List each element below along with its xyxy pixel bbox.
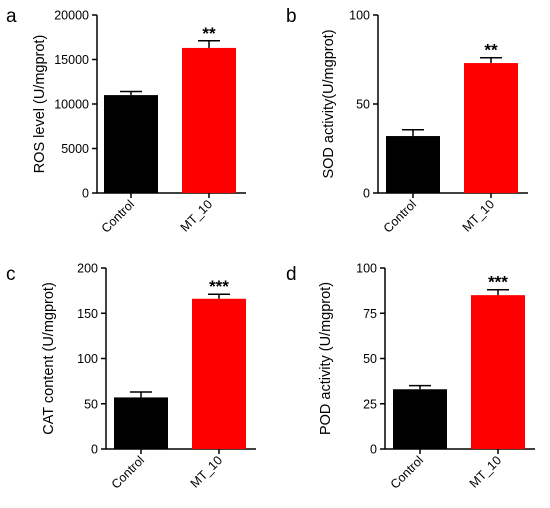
significance-marker: **	[484, 41, 498, 60]
significance-marker: **	[202, 24, 216, 43]
chart-panel-a: a 0 5000 10000 15000 20000 ROS level (U/mgprot…	[6, 6, 246, 236]
y-axis-title: POD activity (U/mgprot)	[318, 282, 334, 435]
y-tick-label: 0	[91, 443, 98, 457]
x-tick-label: MT_10	[178, 197, 215, 234]
y-tick-label: 100	[77, 352, 98, 366]
chart-panel-d: d 0 25 50 75 100 POD activity (U/mgprot) Contro…	[286, 262, 535, 492]
y-tick-label: 15000	[54, 53, 89, 67]
x-tick-label: Control	[381, 197, 419, 235]
panel-letter: d	[286, 264, 297, 285]
y-axis-title: CAT content (U/mgprot)	[41, 282, 57, 435]
chart-panel-c: c 0 50 100 150 200 CAT content (U/mgprot) Contr…	[6, 262, 256, 492]
y-tick-label: 20000	[54, 9, 89, 23]
x-tick-label: Control	[388, 453, 426, 491]
x-tick-label: MT_10	[188, 453, 225, 490]
y-tick-label: 50	[356, 98, 370, 112]
significance-marker: ***	[488, 273, 508, 292]
panel-letter: a	[6, 6, 17, 27]
bar-mt-10	[471, 295, 525, 449]
x-tick-label: Control	[99, 197, 137, 235]
y-axis-title: SOD activity(U/mgprot)	[321, 29, 337, 178]
y-tick-label: 150	[77, 307, 98, 321]
x-tick-label: Control	[109, 453, 147, 491]
bar-control	[386, 136, 440, 193]
x-tick-label: MT_10	[467, 453, 504, 490]
bar-mt-10	[192, 298, 246, 449]
y-tick-label: 50	[84, 397, 98, 411]
y-tick-label: 0	[370, 443, 377, 457]
y-axis-title: ROS level (U/mgprot)	[32, 35, 48, 174]
bar-mt-10	[182, 47, 236, 194]
y-tick-label: 0	[363, 187, 370, 201]
bar-control	[393, 389, 447, 449]
y-tick-label: 100	[349, 9, 370, 23]
y-tick-label: 50	[363, 352, 377, 366]
chart-panel-b: b 0 50 100 SOD activity(U/mgprot) Control MT_1…	[286, 6, 528, 236]
bar-control	[114, 397, 168, 449]
x-tick-label: MT_10	[460, 197, 497, 234]
y-tick-label: 200	[77, 262, 98, 276]
bar-control	[104, 95, 158, 193]
panel-letter: c	[6, 264, 16, 285]
y-tick-label: 5000	[61, 142, 89, 156]
y-tick-label: 0	[82, 187, 89, 201]
bar-mt-10	[464, 63, 518, 194]
y-tick-label: 100	[356, 262, 377, 276]
panel-letter: b	[286, 6, 297, 27]
y-tick-label: 10000	[54, 98, 89, 112]
y-tick-label: 25	[363, 397, 377, 411]
y-tick-label: 75	[363, 307, 377, 321]
significance-marker: ***	[209, 277, 229, 296]
